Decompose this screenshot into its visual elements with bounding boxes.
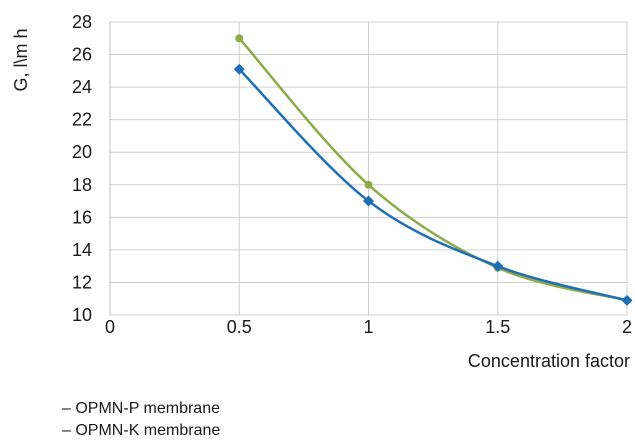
legend-dash: – [62, 422, 71, 439]
y-axis-ticks: 10 12 14 16 18 20 22 24 26 28 [72, 12, 92, 325]
data-point [364, 180, 373, 189]
x-tick-label: 0.5 [227, 317, 252, 337]
x-tick-label: 1.5 [485, 317, 510, 337]
y-tick-label: 16 [72, 207, 92, 227]
y-tick-label: 22 [72, 110, 92, 130]
grid-lines [109, 21, 628, 316]
y-axis-title: G, l\m h [11, 28, 31, 91]
y-tick-label: 26 [72, 45, 92, 65]
legend: – OPMN-P membrane – OPMN-K membrane [62, 398, 220, 442]
data-point [363, 195, 374, 207]
y-tick-label: 10 [72, 305, 92, 325]
x-axis-title: Concentration factor [468, 351, 630, 371]
y-tick-label: 28 [72, 12, 92, 32]
y-tick-label: 20 [72, 142, 92, 162]
x-tick-label: 0 [105, 317, 115, 337]
series-line [238, 68, 628, 302]
series-opmn-p [235, 34, 631, 305]
y-tick-label: 24 [72, 77, 92, 97]
series-line [238, 37, 628, 302]
legend-item-opmn-p: – OPMN-P membrane [62, 398, 220, 420]
x-axis-ticks: 0 0.5 1 1.5 2 [105, 317, 632, 337]
series-lines [233, 34, 633, 306]
legend-label: OPMN-K membrane [75, 422, 221, 439]
legend-dash: – [62, 400, 71, 417]
x-tick-label: 2 [622, 317, 632, 337]
data-point [235, 34, 244, 43]
data-point [621, 294, 633, 306]
y-tick-label: 18 [72, 175, 92, 195]
data-point [233, 63, 245, 75]
legend-label: OPMN-P membrane [75, 400, 220, 417]
y-tick-label: 12 [72, 272, 92, 292]
y-tick-label: 14 [72, 240, 92, 260]
x-tick-label: 1 [363, 317, 373, 337]
legend-item-opmn-k: – OPMN-K membrane [62, 420, 220, 442]
data-point [492, 260, 504, 272]
series-opmn-k [233, 63, 633, 306]
